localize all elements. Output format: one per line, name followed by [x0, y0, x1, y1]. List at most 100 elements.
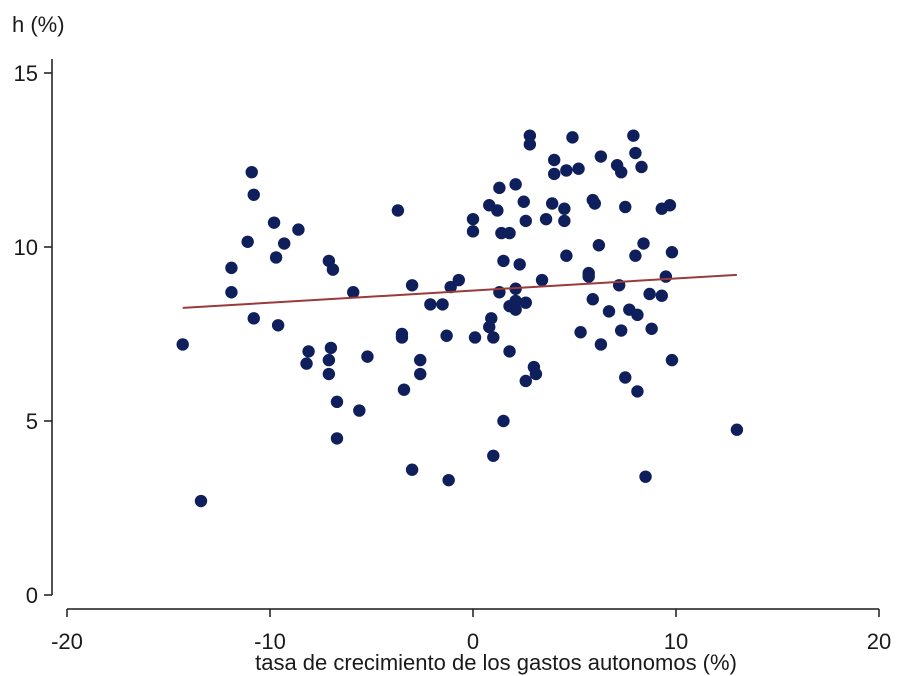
y-tick-label: 5: [26, 409, 38, 434]
y-tick-label: 0: [26, 583, 38, 608]
data-point: [614, 165, 628, 179]
x-tick-label: -20: [51, 629, 83, 654]
data-point: [225, 261, 238, 275]
data-point: [517, 195, 530, 208]
data-point: [730, 423, 744, 436]
data-point: [592, 239, 606, 252]
y-axis: 0 5 10 15: [14, 59, 53, 608]
data-point: [519, 214, 532, 228]
data-point: [194, 494, 208, 508]
y-tick-label: 10: [14, 235, 38, 260]
data-point: [619, 200, 632, 214]
data-point: [509, 294, 522, 308]
data-point: [241, 235, 254, 248]
fit-line: [182, 273, 737, 309]
data-point: [539, 212, 553, 226]
data-point: [414, 367, 427, 381]
data-point: [519, 374, 532, 388]
y-tick-label: 15: [14, 61, 38, 86]
data-point: [631, 385, 644, 398]
data-point: [663, 199, 677, 212]
x-tick-label: 20: [867, 629, 891, 654]
x-axis: -20 -10 0 10 20: [51, 608, 891, 654]
data-point: [444, 280, 457, 294]
data-point: [491, 204, 504, 217]
y-axis-title: h (%): [12, 12, 65, 37]
data-point: [176, 338, 189, 351]
data-point: [353, 404, 366, 417]
data-point: [466, 225, 480, 238]
data-point: [245, 165, 258, 179]
data-point: [614, 324, 628, 337]
data-point: [582, 270, 595, 283]
x-tick-label: 10: [664, 629, 688, 654]
data-point: [639, 470, 652, 483]
data-point: [509, 303, 522, 316]
data-point: [523, 129, 537, 142]
data-point: [513, 258, 526, 271]
data-point: [665, 353, 679, 367]
data-point: [645, 322, 658, 335]
data-point: [487, 331, 500, 344]
data-point: [659, 270, 673, 283]
data-point: [560, 249, 573, 262]
data-point: [485, 312, 498, 325]
data-point: [414, 353, 427, 367]
data-point: [503, 345, 516, 358]
data-point: [635, 160, 648, 174]
data-points: [176, 129, 744, 508]
data-point: [347, 286, 360, 299]
data-point: [627, 129, 640, 142]
data-point: [588, 197, 601, 210]
data-point: [655, 289, 668, 302]
data-point: [503, 226, 516, 240]
data-point: [424, 298, 437, 311]
data-point: [574, 326, 587, 339]
data-point: [391, 204, 405, 217]
data-point: [629, 249, 642, 262]
data-point: [302, 345, 315, 358]
data-point: [405, 463, 419, 476]
data-point: [322, 367, 336, 381]
data-point: [545, 197, 559, 210]
data-point: [586, 293, 599, 306]
data-point: [324, 341, 338, 355]
data-point: [548, 153, 561, 167]
data-point: [572, 162, 585, 175]
data-point: [397, 383, 411, 396]
data-point: [602, 305, 616, 318]
x-tick-label: 0: [467, 629, 479, 654]
data-point: [466, 212, 480, 226]
data-point: [361, 350, 374, 363]
data-point: [247, 312, 260, 325]
data-point: [558, 202, 571, 215]
data-point: [665, 246, 679, 259]
data-point: [558, 214, 571, 228]
data-point: [326, 263, 340, 276]
data-point: [548, 167, 561, 181]
data-point: [523, 138, 537, 151]
data-point: [509, 178, 522, 191]
data-point: [436, 298, 449, 311]
data-point: [535, 273, 549, 287]
x-tick-label: -10: [254, 629, 286, 654]
data-point: [330, 432, 344, 445]
x-axis-title: tasa de crecimiento de los gastos autono…: [255, 650, 737, 675]
data-point: [442, 473, 455, 487]
data-point: [330, 395, 344, 409]
data-point: [637, 237, 650, 250]
data-point: [225, 286, 238, 299]
data-point: [643, 287, 656, 301]
data-point: [247, 188, 260, 201]
data-point: [566, 131, 579, 144]
data-point: [560, 164, 573, 177]
data-point: [468, 331, 482, 344]
data-point: [619, 371, 632, 384]
data-point: [497, 414, 510, 428]
data-point: [487, 449, 500, 462]
data-point: [271, 319, 285, 332]
data-point: [292, 223, 305, 236]
data-point: [529, 367, 543, 381]
data-point: [267, 216, 281, 229]
